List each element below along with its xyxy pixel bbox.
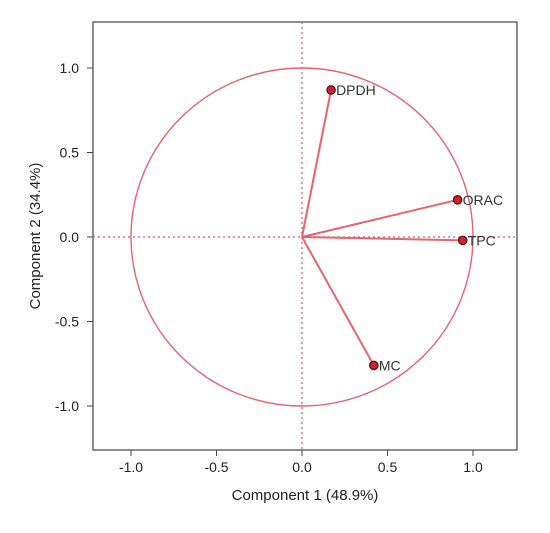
- y-tick-label: -1.0: [55, 398, 79, 414]
- point-label-dpdh: DPDH: [336, 82, 376, 98]
- vector-dpdh: [301, 89, 333, 238]
- x-tick-label: -0.5: [204, 459, 228, 475]
- x-tick-label: 0.5: [378, 459, 398, 475]
- x-tick-label: 0.0: [292, 459, 312, 475]
- point-mc: [369, 360, 379, 371]
- x-axis-ticks: -1.0 -0.5 0.0 0.5 1.0: [119, 450, 483, 475]
- point-label-orac: ORAC: [463, 192, 503, 208]
- point-dpdh: [326, 85, 336, 95]
- y-axis-ticks: 1.0 0.5 0.0 -0.5 -1.0: [55, 60, 93, 414]
- x-tick-label: -1.0: [119, 459, 143, 475]
- vector-orac: [301, 198, 458, 238]
- point-orac: [452, 195, 463, 205]
- unit-circle-layer: [130, 67, 474, 407]
- point-label-tpc: TPC: [468, 232, 496, 248]
- vector-tpc: [301, 236, 463, 242]
- loading-vectors: [301, 89, 463, 366]
- loading-points: [326, 85, 468, 371]
- y-axis-title: Component 2 (34.4%): [27, 163, 44, 310]
- vector-mc: [301, 236, 375, 366]
- x-axis-title: Component 1 (48.9%): [232, 487, 379, 504]
- y-tick-label: 0.5: [60, 145, 80, 161]
- point-label-mc: MC: [379, 357, 401, 373]
- correlation-circle: [130, 67, 474, 407]
- y-tick-label: 0.0: [60, 229, 80, 245]
- point-tpc: [457, 235, 468, 246]
- loading-labels: DPDH ORAC TPC MC: [336, 82, 503, 373]
- x-tick-label: 1.0: [463, 459, 483, 475]
- y-tick-label: -0.5: [55, 314, 79, 330]
- y-tick-label: 1.0: [60, 60, 80, 76]
